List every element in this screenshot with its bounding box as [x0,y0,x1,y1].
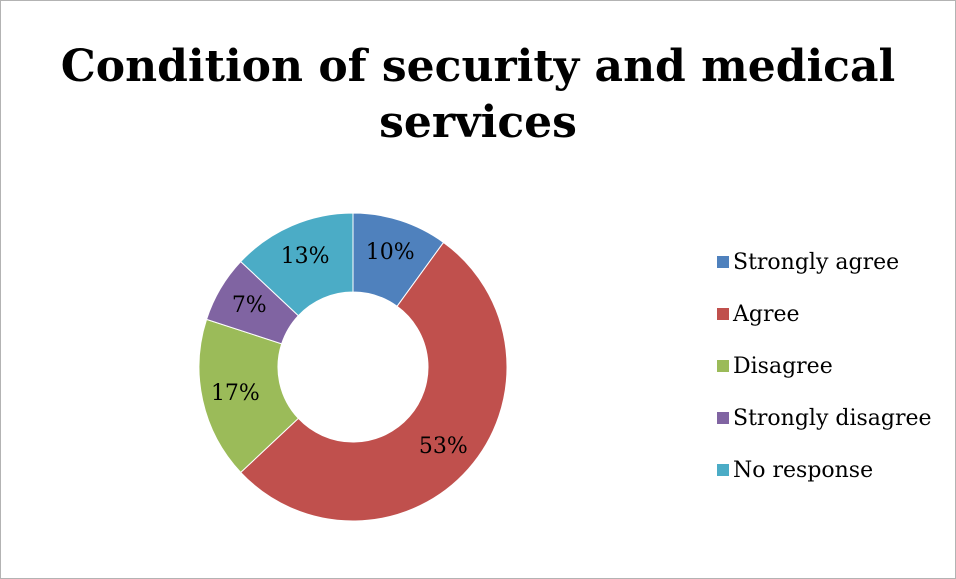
legend-label: Strongly disagree [733,405,932,431]
data-label-strongly-disagree: 7% [232,293,267,318]
donut-slice-agree [240,241,508,522]
chart-title: Condition of security and medical servic… [60,41,896,148]
legend-item-strongly-disagree: Strongly disagree [717,405,932,431]
legend-label: No response [733,457,874,483]
legend-label: Agree [733,301,800,327]
data-label-no-response: 13% [281,244,330,269]
data-label-strongly-agree: 10% [366,240,415,265]
legend-swatch [717,360,729,372]
legend-swatch [717,412,729,424]
data-label-agree: 53% [419,434,468,459]
legend-item-disagree: Disagree [717,353,932,379]
donut-slice-no-response [240,212,354,317]
legend-swatch [717,256,729,268]
legend-item-strongly-agree: Strongly agree [717,249,932,275]
legend-swatch [717,308,729,320]
data-label-disagree: 17% [211,381,260,406]
legend-swatch [717,464,729,476]
legend-item-agree: Agree [717,301,932,327]
legend-item-no-response: No response [717,457,932,483]
chart-legend: Strongly agree Agree Disagree Strongly disa… [717,249,932,509]
legend-label: Disagree [733,353,833,379]
legend-label: Strongly agree [733,249,900,275]
